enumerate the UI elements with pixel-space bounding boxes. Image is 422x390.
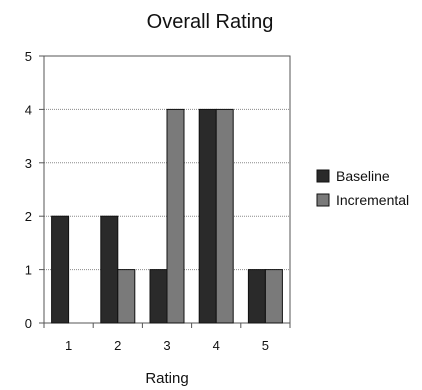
bar-baseline-4 — [198, 108, 217, 324]
bar-incremental-4 — [215, 108, 234, 324]
bar-baseline-3 — [149, 269, 168, 324]
x-axis-ticks: 1 2 3 4 5 — [43, 323, 291, 353]
bars-group — [51, 108, 283, 324]
legend-label-incremental: Incremental — [336, 192, 409, 208]
legend-swatch-incremental — [316, 193, 330, 207]
y-tick-label: 4 — [25, 102, 32, 117]
legend-label-baseline: Baseline — [336, 168, 390, 184]
x-tick-label: 2 — [114, 338, 121, 353]
legend: Baseline Incremental — [316, 168, 409, 208]
bar-baseline-1 — [51, 215, 70, 324]
y-tick-label: 0 — [25, 316, 32, 331]
x-tick-label: 4 — [213, 338, 220, 353]
y-tick-label: 3 — [25, 156, 32, 171]
legend-swatch-baseline — [316, 169, 330, 183]
y-tick-label: 5 — [25, 49, 32, 64]
x-tick-label: 1 — [65, 338, 72, 353]
x-tick-label: 5 — [262, 338, 269, 353]
bar-incremental-3 — [166, 108, 185, 324]
y-tick-label: 1 — [25, 263, 32, 278]
bar-incremental-5 — [264, 269, 283, 324]
y-tick-label: 2 — [25, 209, 32, 224]
chart-title: Overall Rating — [147, 11, 274, 33]
x-axis-label: Rating — [145, 370, 188, 387]
bar-incremental-2 — [117, 269, 136, 324]
bar-baseline-5 — [247, 269, 266, 324]
y-axis-ticks: 0 1 2 3 4 5 — [25, 49, 44, 331]
x-tick-label: 3 — [163, 338, 170, 353]
bar-baseline-2 — [100, 215, 119, 324]
